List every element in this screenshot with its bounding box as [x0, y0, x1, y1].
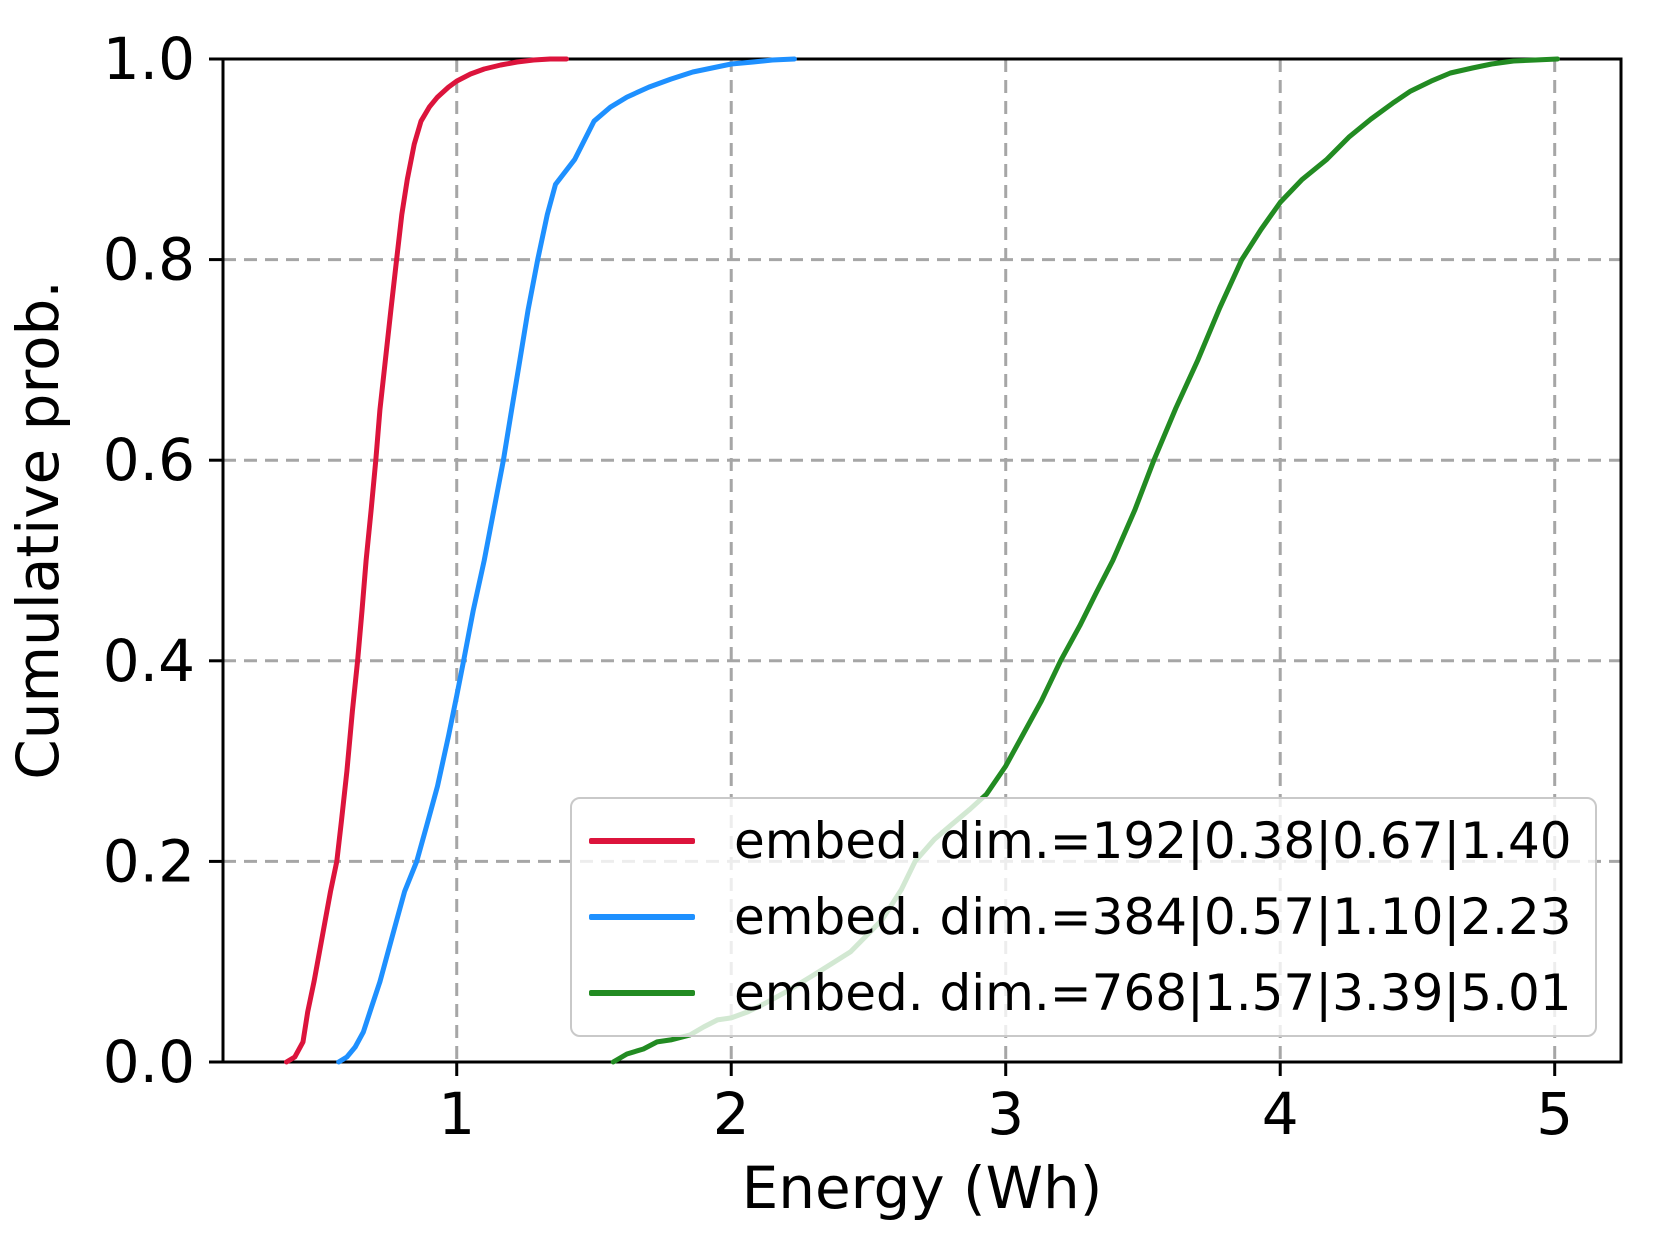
tick-layer: 1 2 3 4 5 0.0 0.2 0.4 0.6 0.8 1.0	[103, 25, 1573, 1148]
y-tick-label-0.8: 0.8	[103, 226, 195, 294]
y-tick-label-0.6: 0.6	[103, 426, 195, 494]
series-line-384	[336, 56, 797, 1065]
y-axis-label: Cumulative prob.	[4, 280, 72, 780]
y-tick-label-0.0: 0.0	[103, 1028, 195, 1096]
y-tick-label-0.4: 0.4	[103, 627, 195, 695]
legend-swatch-192	[589, 838, 695, 844]
axes-spines	[221, 57, 1623, 1064]
y-tick-label-0.2: 0.2	[103, 827, 195, 895]
legend-swatch-384	[589, 914, 695, 920]
legend-row-192: embed. dim.=192|0.38|0.67|1.40	[572, 803, 1595, 879]
legend-row-384: embed. dim.=384|0.57|1.10|2.23	[572, 879, 1595, 955]
spine-layer	[221, 57, 1623, 1064]
series-line-192	[284, 56, 569, 1065]
x-tick-label-5: 5	[1536, 1080, 1573, 1148]
legend-label-768: embed. dim.=768|1.57|3.39|5.01	[734, 964, 1572, 1022]
legend-label-192: embed. dim.=192|0.38|0.67|1.40	[734, 812, 1572, 870]
legend-swatch-768	[589, 990, 695, 996]
legend-label-384: embed. dim.=384|0.57|1.10|2.23	[734, 888, 1572, 946]
x-axis-label: Energy (Wh)	[742, 1154, 1103, 1222]
legend: embed. dim.=192|0.38|0.67|1.40 embed. dim…	[570, 797, 1597, 1037]
x-tick-label-3: 3	[987, 1080, 1024, 1148]
x-tick-label-1: 1	[438, 1080, 475, 1148]
legend-row-768: embed. dim.=768|1.57|3.39|5.01	[572, 955, 1595, 1031]
x-tick-label-2: 2	[713, 1080, 750, 1148]
x-tick-label-4: 4	[1262, 1080, 1299, 1148]
y-tick-label-1.0: 1.0	[103, 25, 195, 93]
